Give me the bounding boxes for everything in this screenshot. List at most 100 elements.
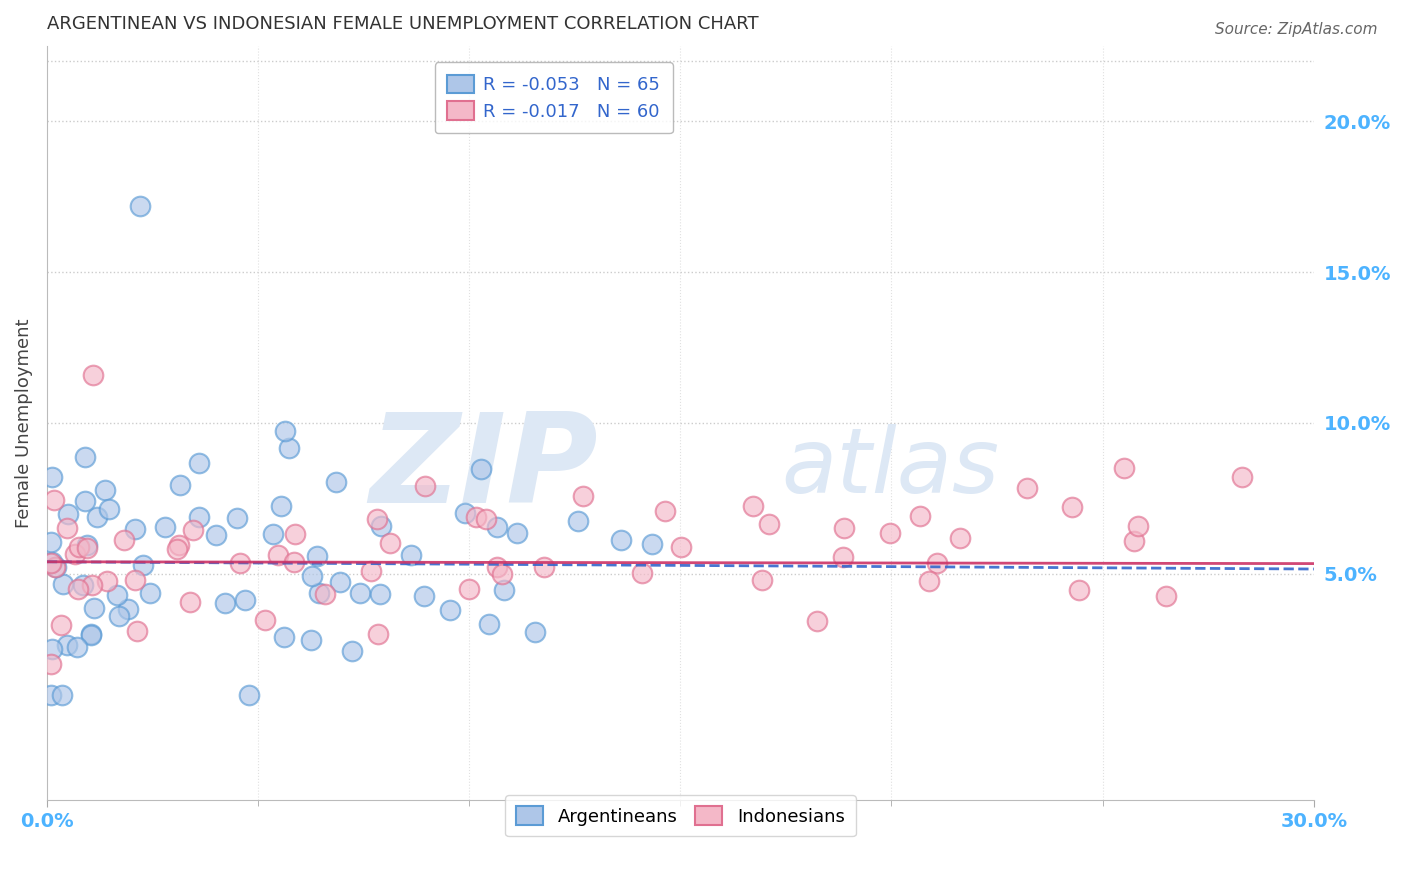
Point xyxy=(470,461,492,475)
Point xyxy=(56,521,79,535)
Point xyxy=(485,559,508,574)
Point xyxy=(125,624,148,639)
Point xyxy=(72,578,94,592)
Point xyxy=(169,478,191,492)
Point xyxy=(283,555,305,569)
Point xyxy=(832,521,855,535)
Point xyxy=(86,509,108,524)
Point xyxy=(270,499,292,513)
Point xyxy=(314,587,336,601)
Point xyxy=(41,470,63,484)
Point xyxy=(401,548,423,562)
Point xyxy=(179,595,201,609)
Point xyxy=(741,500,763,514)
Point xyxy=(1126,518,1149,533)
Point xyxy=(465,509,488,524)
Point xyxy=(832,550,855,565)
Point xyxy=(124,573,146,587)
Text: atlas: atlas xyxy=(782,425,1000,512)
Point xyxy=(128,199,150,213)
Point xyxy=(1069,582,1091,597)
Point xyxy=(299,632,322,647)
Point xyxy=(76,541,98,555)
Point xyxy=(671,540,693,554)
Point xyxy=(235,592,257,607)
Point xyxy=(413,590,436,604)
Point xyxy=(366,512,388,526)
Point xyxy=(39,688,62,702)
Point xyxy=(274,425,297,439)
Point xyxy=(80,628,103,642)
Point xyxy=(58,507,80,521)
Point xyxy=(273,630,295,644)
Point xyxy=(284,526,307,541)
Point xyxy=(187,457,209,471)
Point xyxy=(751,573,773,587)
Point xyxy=(533,560,555,574)
Point xyxy=(457,582,479,596)
Point xyxy=(98,501,121,516)
Point xyxy=(925,556,948,570)
Point xyxy=(76,538,98,552)
Point xyxy=(51,688,73,702)
Point xyxy=(1122,534,1144,549)
Point xyxy=(367,627,389,641)
Point xyxy=(1060,500,1083,515)
Text: Source: ZipAtlas.com: Source: ZipAtlas.com xyxy=(1215,22,1378,37)
Point xyxy=(112,533,135,547)
Text: ZIP: ZIP xyxy=(370,408,598,529)
Point xyxy=(879,526,901,541)
Point xyxy=(301,569,323,583)
Point xyxy=(492,582,515,597)
Point xyxy=(349,585,371,599)
Point xyxy=(340,644,363,658)
Point xyxy=(66,582,89,596)
Point xyxy=(73,494,96,508)
Point xyxy=(305,549,328,564)
Point xyxy=(39,556,62,570)
Point xyxy=(439,603,461,617)
Point xyxy=(378,535,401,549)
Point xyxy=(277,441,299,455)
Point xyxy=(486,520,509,534)
Point xyxy=(73,450,96,464)
Point xyxy=(124,522,146,536)
Point xyxy=(523,625,546,640)
Point xyxy=(368,587,391,601)
Point xyxy=(49,618,72,632)
Point xyxy=(1015,481,1038,495)
Point xyxy=(96,574,118,588)
Point xyxy=(166,541,188,556)
Point xyxy=(67,540,90,554)
Point xyxy=(308,586,330,600)
Point xyxy=(45,559,67,574)
Point xyxy=(1230,470,1253,484)
Point xyxy=(41,642,63,657)
Point xyxy=(949,531,972,545)
Point xyxy=(238,688,260,702)
Point xyxy=(117,602,139,616)
Point xyxy=(567,514,589,528)
Point xyxy=(108,608,131,623)
Point xyxy=(105,588,128,602)
Point xyxy=(44,560,66,574)
Point xyxy=(918,574,941,589)
Point xyxy=(806,614,828,628)
Point xyxy=(506,526,529,541)
Point xyxy=(491,566,513,581)
Point xyxy=(758,517,780,532)
Point xyxy=(52,576,75,591)
Point xyxy=(908,508,931,523)
Point xyxy=(63,547,86,561)
Point xyxy=(44,493,66,508)
Point xyxy=(205,528,228,542)
Point xyxy=(454,506,477,520)
Point xyxy=(167,538,190,552)
Point xyxy=(80,626,103,640)
Point xyxy=(94,483,117,497)
Text: ARGENTINEAN VS INDONESIAN FEMALE UNEMPLOYMENT CORRELATION CHART: ARGENTINEAN VS INDONESIAN FEMALE UNEMPLO… xyxy=(46,15,758,33)
Point xyxy=(39,535,62,549)
Point xyxy=(66,640,89,654)
Point xyxy=(610,533,633,548)
Point xyxy=(55,638,77,652)
